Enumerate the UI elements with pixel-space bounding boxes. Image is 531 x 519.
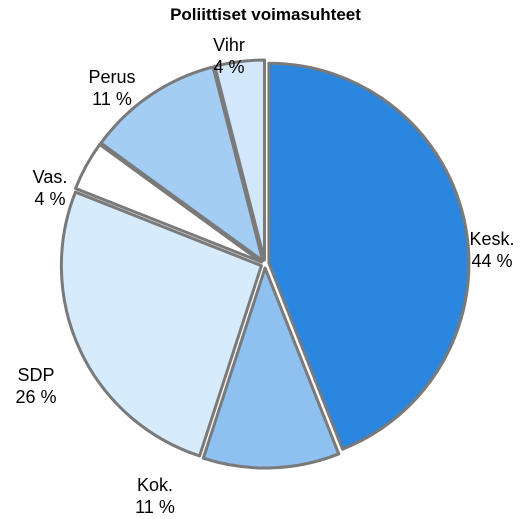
slice-label-value: 11 % <box>135 497 175 517</box>
pie-slice-sdp <box>59 190 263 458</box>
pie-slice-vas <box>74 143 263 264</box>
slice-label-value: 4 % <box>213 57 245 77</box>
pie-slice-kok <box>201 266 341 470</box>
slice-label-value: 26 % <box>15 387 57 407</box>
pie-slice-perus <box>99 65 265 263</box>
slice-label-perus: Perus 11 % <box>67 66 157 110</box>
slice-label-vas: Vas. 4 % <box>5 166 95 210</box>
slice-label-value: 44 % <box>471 251 513 271</box>
slice-label-value: 4 % <box>34 189 66 209</box>
slice-label-kesk: Kesk. 44 % <box>447 228 531 272</box>
slice-label-name: Vihr <box>213 35 245 55</box>
slice-label-name: Kok. <box>136 475 174 495</box>
slice-label-value: 11 % <box>92 89 132 109</box>
slice-label-name: SDP <box>17 365 55 385</box>
slice-label-name: Vas. <box>32 167 68 187</box>
pie-slice-kesk <box>267 61 471 451</box>
slice-label-name: Kesk. <box>469 229 515 249</box>
slice-label-sdp: SDP 26 % <box>0 364 81 408</box>
chart-title: Poliittiset voimasuhteet <box>170 5 361 24</box>
slice-label-name: Perus <box>88 67 136 87</box>
pie-slice-vihr <box>213 58 266 262</box>
slice-label-vihr: Vihr 4 % <box>184 34 274 78</box>
slice-label-kok: Kok. 11 % <box>110 474 200 518</box>
